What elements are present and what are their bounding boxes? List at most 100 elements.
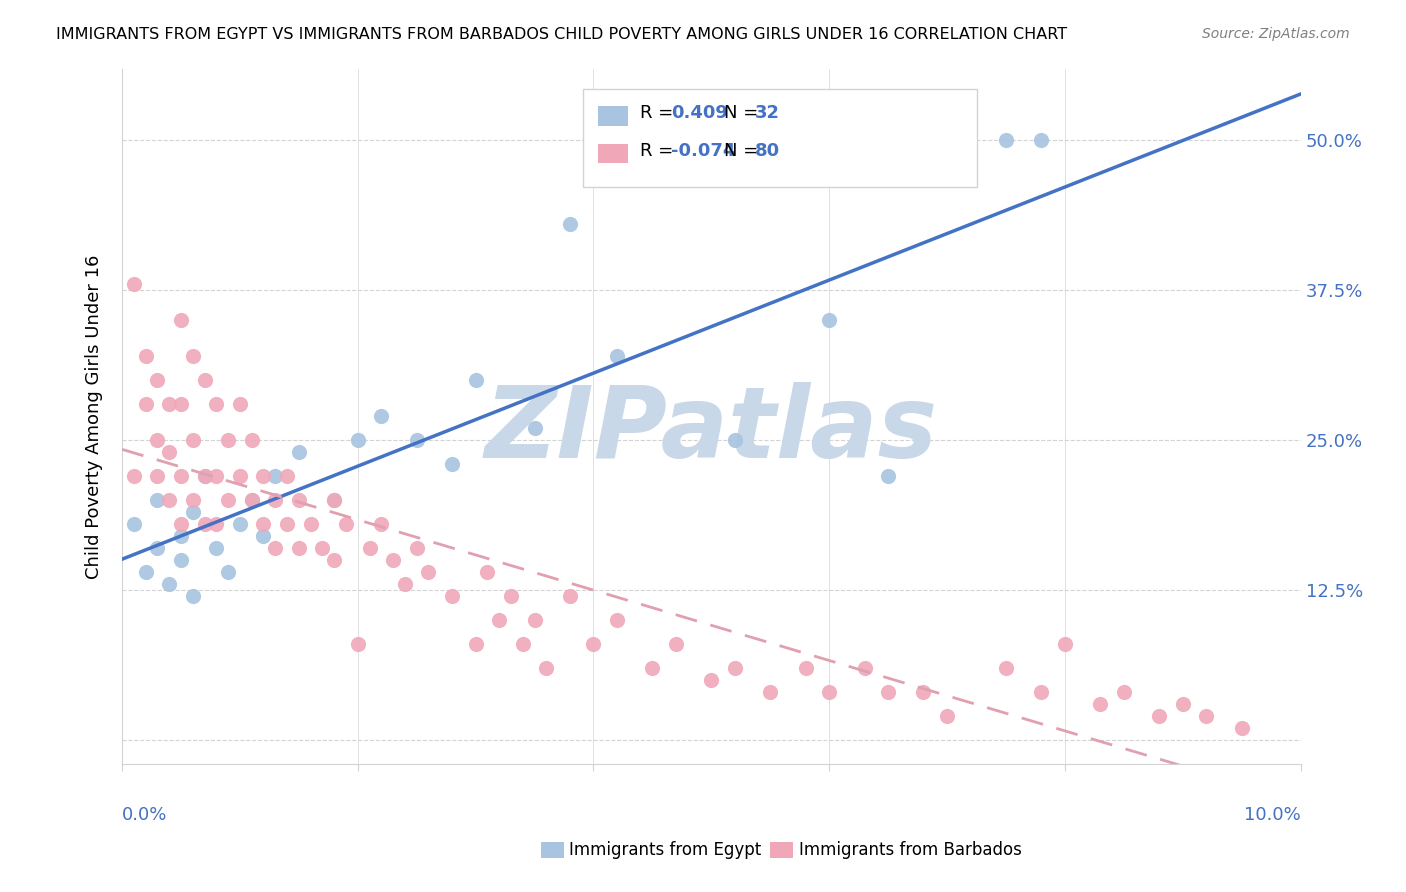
- Point: [264, 541, 287, 556]
- Point: [441, 458, 464, 472]
- Point: [464, 373, 486, 387]
- Point: [641, 661, 664, 675]
- Point: [276, 469, 298, 483]
- Point: [170, 529, 193, 543]
- Point: [1195, 709, 1218, 723]
- Point: [1031, 134, 1053, 148]
- Point: [558, 590, 581, 604]
- Point: [818, 685, 841, 699]
- Point: [346, 434, 368, 448]
- Point: [205, 517, 228, 532]
- Point: [323, 493, 346, 508]
- Point: [122, 277, 145, 292]
- Point: [264, 493, 287, 508]
- Point: [759, 685, 782, 699]
- Text: Source: ZipAtlas.com: Source: ZipAtlas.com: [1202, 27, 1350, 41]
- Point: [240, 493, 263, 508]
- Point: [877, 469, 900, 483]
- Point: [405, 434, 427, 448]
- Point: [700, 673, 723, 688]
- Text: -0.074: -0.074: [671, 142, 735, 160]
- Text: 32: 32: [755, 104, 780, 122]
- Point: [135, 566, 157, 580]
- Point: [1230, 721, 1253, 735]
- Point: [181, 590, 204, 604]
- Point: [1171, 698, 1194, 712]
- Point: [170, 469, 193, 483]
- Point: [288, 445, 311, 459]
- Point: [299, 517, 322, 532]
- Text: Immigrants from Egypt: Immigrants from Egypt: [569, 841, 762, 859]
- Text: N =: N =: [724, 142, 763, 160]
- Point: [181, 505, 204, 519]
- Text: R =: R =: [640, 104, 679, 122]
- Point: [877, 685, 900, 699]
- Point: [181, 434, 204, 448]
- Point: [346, 637, 368, 651]
- Point: [370, 517, 392, 532]
- Point: [181, 350, 204, 364]
- Point: [217, 493, 239, 508]
- Point: [276, 517, 298, 532]
- Point: [252, 517, 274, 532]
- Point: [665, 637, 688, 651]
- Point: [370, 409, 392, 424]
- Point: [288, 493, 311, 508]
- Text: Immigrants from Barbados: Immigrants from Barbados: [799, 841, 1022, 859]
- Point: [1090, 698, 1112, 712]
- Point: [288, 541, 311, 556]
- Point: [146, 469, 169, 483]
- Point: [193, 469, 215, 483]
- Point: [181, 493, 204, 508]
- Point: [170, 313, 193, 327]
- Point: [606, 613, 628, 627]
- Point: [441, 590, 464, 604]
- Point: [323, 553, 346, 567]
- Point: [205, 541, 228, 556]
- Text: R =: R =: [640, 142, 679, 160]
- Y-axis label: Child Poverty Among Girls Under 16: Child Poverty Among Girls Under 16: [86, 254, 103, 579]
- Point: [170, 553, 193, 567]
- Point: [264, 469, 287, 483]
- Point: [523, 613, 546, 627]
- Point: [170, 517, 193, 532]
- Point: [499, 590, 522, 604]
- Point: [193, 469, 215, 483]
- Point: [536, 661, 558, 675]
- Point: [146, 541, 169, 556]
- Point: [1053, 637, 1076, 651]
- Point: [488, 613, 510, 627]
- Point: [477, 566, 499, 580]
- Point: [394, 577, 416, 591]
- Text: 10.0%: 10.0%: [1244, 806, 1301, 824]
- Point: [1147, 709, 1170, 723]
- Point: [382, 553, 405, 567]
- Point: [240, 434, 263, 448]
- Point: [122, 517, 145, 532]
- Point: [995, 661, 1018, 675]
- Point: [464, 637, 486, 651]
- Point: [122, 469, 145, 483]
- Text: 0.409: 0.409: [671, 104, 727, 122]
- Point: [157, 397, 180, 411]
- Point: [193, 373, 215, 387]
- Point: [240, 493, 263, 508]
- Point: [170, 397, 193, 411]
- Point: [205, 397, 228, 411]
- Point: [936, 709, 959, 723]
- Point: [1031, 685, 1053, 699]
- Point: [193, 517, 215, 532]
- Point: [205, 469, 228, 483]
- Point: [217, 566, 239, 580]
- Point: [335, 517, 357, 532]
- Point: [229, 517, 252, 532]
- Point: [818, 313, 841, 327]
- Point: [311, 541, 333, 556]
- Point: [724, 661, 747, 675]
- Point: [995, 134, 1018, 148]
- Point: [606, 350, 628, 364]
- Point: [252, 469, 274, 483]
- Point: [558, 218, 581, 232]
- Point: [794, 661, 817, 675]
- Text: ZIPatlas: ZIPatlas: [485, 382, 938, 479]
